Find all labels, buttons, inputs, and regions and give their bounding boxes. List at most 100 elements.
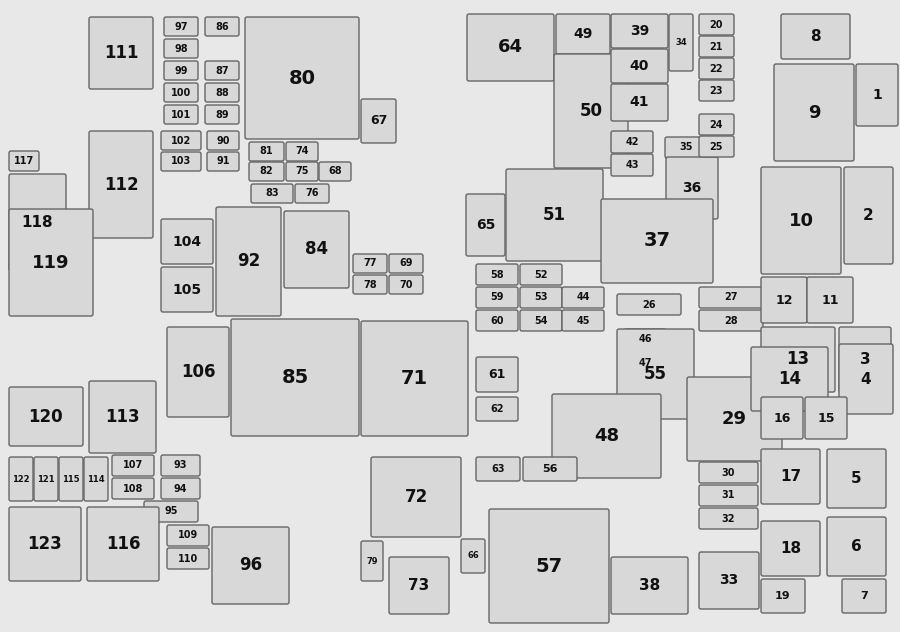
Text: 42: 42	[626, 137, 639, 147]
FancyBboxPatch shape	[9, 151, 39, 171]
Text: 26: 26	[643, 300, 656, 310]
FancyBboxPatch shape	[476, 264, 518, 285]
FancyBboxPatch shape	[669, 14, 693, 71]
Text: 106: 106	[181, 363, 215, 381]
Text: 61: 61	[489, 368, 506, 381]
Text: 22: 22	[710, 63, 724, 73]
FancyBboxPatch shape	[353, 254, 387, 273]
FancyBboxPatch shape	[286, 162, 318, 181]
Text: 54: 54	[535, 315, 548, 325]
Text: 68: 68	[328, 166, 342, 176]
FancyBboxPatch shape	[761, 449, 820, 504]
FancyBboxPatch shape	[699, 485, 758, 506]
Text: 20: 20	[710, 20, 724, 30]
FancyBboxPatch shape	[761, 521, 820, 576]
FancyBboxPatch shape	[251, 184, 293, 203]
FancyBboxPatch shape	[319, 162, 351, 181]
FancyBboxPatch shape	[295, 184, 329, 203]
Text: 83: 83	[266, 188, 279, 198]
Text: 43: 43	[626, 160, 639, 170]
Text: 103: 103	[171, 157, 191, 166]
Text: 99: 99	[175, 66, 188, 75]
Text: 16: 16	[773, 411, 791, 425]
FancyBboxPatch shape	[489, 509, 609, 623]
FancyBboxPatch shape	[59, 457, 83, 501]
Text: 78: 78	[364, 279, 377, 289]
FancyBboxPatch shape	[389, 275, 423, 294]
Text: 7: 7	[860, 591, 868, 601]
FancyBboxPatch shape	[9, 209, 93, 316]
Text: 6: 6	[851, 539, 862, 554]
FancyBboxPatch shape	[556, 14, 610, 54]
FancyBboxPatch shape	[205, 61, 239, 80]
Text: 123: 123	[28, 535, 62, 553]
FancyBboxPatch shape	[699, 114, 734, 135]
Text: 101: 101	[171, 109, 191, 119]
FancyBboxPatch shape	[205, 17, 239, 36]
Text: 91: 91	[216, 157, 230, 166]
FancyBboxPatch shape	[286, 142, 318, 161]
Text: 33: 33	[719, 573, 739, 588]
Text: 56: 56	[542, 464, 558, 474]
Text: 111: 111	[104, 44, 139, 62]
Text: 88: 88	[215, 87, 229, 97]
Text: 41: 41	[630, 95, 649, 109]
Text: 115: 115	[62, 475, 80, 483]
FancyBboxPatch shape	[699, 310, 763, 331]
FancyBboxPatch shape	[761, 277, 807, 323]
FancyBboxPatch shape	[207, 131, 239, 150]
Text: 75: 75	[295, 166, 309, 176]
Text: 9: 9	[808, 104, 820, 121]
FancyBboxPatch shape	[461, 539, 485, 573]
FancyBboxPatch shape	[34, 457, 58, 501]
FancyBboxPatch shape	[807, 277, 853, 323]
Text: 21: 21	[710, 42, 724, 51]
FancyBboxPatch shape	[842, 579, 886, 613]
Text: 76: 76	[305, 188, 319, 198]
FancyBboxPatch shape	[601, 199, 713, 283]
Text: 107: 107	[123, 461, 143, 470]
Text: 8: 8	[810, 29, 821, 44]
FancyBboxPatch shape	[212, 527, 289, 604]
FancyBboxPatch shape	[611, 14, 668, 48]
FancyBboxPatch shape	[84, 457, 108, 501]
Text: 81: 81	[260, 147, 274, 157]
FancyBboxPatch shape	[249, 162, 284, 181]
Text: 63: 63	[491, 464, 505, 474]
FancyBboxPatch shape	[666, 157, 718, 219]
FancyBboxPatch shape	[611, 557, 688, 614]
Text: 27: 27	[724, 293, 738, 303]
Text: 96: 96	[238, 557, 262, 574]
Text: 1: 1	[872, 88, 882, 102]
FancyBboxPatch shape	[205, 105, 239, 124]
FancyBboxPatch shape	[89, 381, 156, 453]
Text: 110: 110	[178, 554, 198, 564]
FancyBboxPatch shape	[523, 457, 577, 481]
FancyBboxPatch shape	[611, 131, 653, 153]
Text: 47: 47	[638, 358, 652, 367]
FancyBboxPatch shape	[167, 548, 209, 569]
FancyBboxPatch shape	[699, 58, 734, 79]
Text: 77: 77	[364, 258, 377, 269]
Text: 105: 105	[173, 283, 202, 296]
FancyBboxPatch shape	[699, 36, 734, 57]
FancyBboxPatch shape	[205, 83, 239, 102]
FancyBboxPatch shape	[389, 557, 449, 614]
FancyBboxPatch shape	[562, 310, 604, 331]
FancyBboxPatch shape	[624, 329, 666, 350]
FancyBboxPatch shape	[562, 287, 604, 308]
FancyBboxPatch shape	[476, 397, 518, 421]
FancyBboxPatch shape	[761, 167, 841, 274]
FancyBboxPatch shape	[9, 387, 83, 446]
FancyBboxPatch shape	[249, 142, 284, 161]
Text: 122: 122	[13, 475, 30, 483]
FancyBboxPatch shape	[9, 507, 81, 581]
Text: 31: 31	[722, 490, 735, 501]
Text: 38: 38	[639, 578, 660, 593]
Text: 30: 30	[722, 468, 735, 478]
FancyBboxPatch shape	[216, 207, 281, 316]
FancyBboxPatch shape	[761, 327, 835, 392]
Text: 48: 48	[594, 427, 619, 445]
FancyBboxPatch shape	[161, 455, 200, 476]
FancyBboxPatch shape	[476, 310, 518, 331]
